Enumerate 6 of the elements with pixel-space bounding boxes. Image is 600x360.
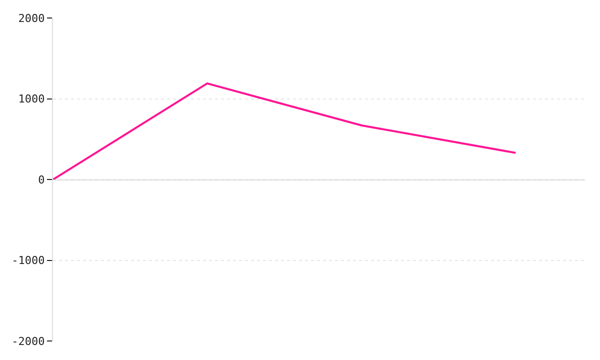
y-tick-label: 2000 [18,12,45,25]
y-tick-label: -2000 [12,334,45,348]
y-tick-label: 0 [38,173,45,186]
line-series [53,82,517,180]
y-tick-label: -1000 [12,254,45,268]
y-tick-label: 1000 [18,92,45,106]
